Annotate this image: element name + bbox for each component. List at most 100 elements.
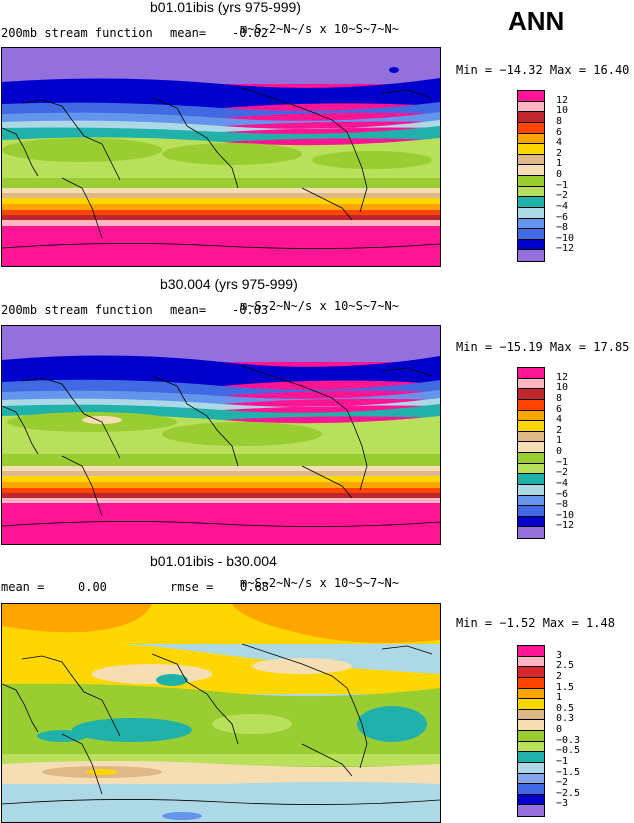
legend-swatch — [518, 516, 544, 528]
panel-3-mean-value: 0.00 — [78, 580, 107, 594]
legend-swatch — [518, 506, 544, 517]
legend-label: 1 — [556, 158, 563, 170]
legend-label: −12 — [556, 243, 575, 255]
legend-label: −8 — [556, 499, 569, 511]
legend-label: −1 — [556, 456, 569, 468]
legend-swatch — [518, 495, 544, 507]
legend-swatch — [518, 165, 544, 176]
legend-label: 0.5 — [556, 702, 575, 714]
legend-swatch — [518, 154, 544, 166]
legend-swatch — [518, 720, 544, 731]
legend-swatch — [518, 91, 544, 102]
legend-label: −2 — [556, 467, 569, 479]
legend-label: 0 — [556, 446, 563, 457]
panel-3-min-max: Min = −1.52 Max = 1.48 — [456, 616, 615, 630]
legend-label: −2.5 — [556, 787, 581, 799]
legend-swatch — [518, 667, 544, 678]
legend-label: 3 — [556, 649, 563, 661]
legend-label: −0.3 — [556, 734, 581, 746]
legend-swatch — [518, 378, 544, 390]
legend-swatch — [518, 207, 544, 219]
legend-label: 2 — [556, 147, 563, 159]
panel-3-rmse-value: 0.68 — [240, 580, 269, 594]
legend-label: −2 — [556, 190, 569, 202]
legend-label: −2 — [556, 777, 569, 789]
legend-label: −8 — [556, 222, 569, 234]
panel-3-title: b01.01ibis - b30.004 — [150, 553, 277, 569]
legend-swatch — [518, 484, 544, 496]
legend-label: −0.5 — [556, 745, 581, 757]
legend-label: 0.3 — [556, 713, 575, 725]
legend-swatch — [518, 368, 544, 379]
panel-3-mean-label: mean = — [1, 580, 45, 594]
legend-swatch — [518, 218, 544, 230]
legend-label: 2.5 — [556, 660, 575, 672]
panel-2-field-label: 200mb stream function — [1, 303, 153, 317]
legend-swatch — [518, 773, 544, 785]
season-label: ANN — [508, 6, 565, 36]
panel-1-title: b01.01ibis (yrs 975-999) — [150, 0, 301, 15]
panel-2-mean-label: mean= — [170, 303, 207, 317]
panel-2-mean-value: -0.03 — [232, 303, 269, 317]
legend-swatch — [518, 229, 544, 240]
legend-swatch — [518, 197, 544, 208]
legend-swatch — [518, 805, 544, 816]
legend-swatch — [518, 250, 544, 261]
legend-swatch — [518, 752, 544, 763]
legend-swatch — [518, 731, 544, 742]
legend-label: 2 — [556, 670, 563, 682]
legend-label: −1 — [556, 179, 569, 191]
legend-label: −6 — [556, 488, 569, 500]
panel-3-legend — [517, 645, 545, 817]
legend-label: 6 — [556, 403, 563, 415]
panel-1-mean-label: mean= — [170, 26, 207, 40]
legend-swatch — [518, 527, 544, 538]
legend-label: −10 — [556, 509, 575, 521]
legend-label: 1.5 — [556, 681, 575, 693]
panel-2-map — [1, 325, 441, 545]
legend-label: 4 — [556, 137, 563, 149]
panel-2-title: b30.004 (yrs 975-999) — [160, 276, 298, 292]
legend-label: 2 — [556, 424, 563, 436]
panel-1-field-label: 200mb stream function — [1, 26, 153, 40]
legend-swatch — [518, 688, 544, 700]
legend-swatch — [518, 431, 544, 443]
legend-swatch — [518, 421, 544, 432]
panel-2-legend — [517, 367, 545, 539]
legend-swatch — [518, 133, 544, 145]
panel-3-contour-field — [2, 604, 440, 822]
legend-label: 1 — [556, 692, 563, 704]
legend-label: 4 — [556, 414, 563, 426]
legend-label: 8 — [556, 392, 563, 404]
legend-label: −3 — [556, 798, 569, 810]
legend-swatch — [518, 784, 544, 795]
legend-swatch — [518, 399, 544, 411]
legend-swatch — [518, 112, 544, 123]
legend-label: 10 — [556, 382, 569, 394]
legend-swatch — [518, 794, 544, 806]
legend-label: 12 — [556, 94, 569, 106]
legend-swatch — [518, 186, 544, 198]
legend-swatch — [518, 463, 544, 475]
legend-swatch — [518, 474, 544, 485]
legend-swatch — [518, 101, 544, 113]
legend-label: −4 — [556, 200, 569, 212]
panel-2-contour-field — [2, 326, 440, 544]
panel-3-map — [1, 603, 441, 823]
panel-3-units: m~S~2~N~/s x 10~S~7~N~ — [240, 576, 399, 590]
legend-label: 1 — [556, 435, 563, 447]
legend-swatch — [518, 144, 544, 155]
legend-swatch — [518, 410, 544, 422]
panel-1-map — [1, 47, 441, 267]
legend-swatch — [518, 709, 544, 721]
legend-swatch — [518, 122, 544, 134]
panel-1-legend — [517, 90, 545, 262]
legend-swatch — [518, 389, 544, 400]
legend-label: 0 — [556, 724, 563, 735]
panel-2-min-max: Min = −15.19 Max = 17.85 — [456, 340, 630, 354]
panel-1-contour-field — [2, 48, 440, 266]
panel-1-units: m~S~2~N~/s x 10~S~7~N~ — [240, 22, 399, 36]
legend-label: 10 — [556, 105, 569, 117]
legend-label: 12 — [556, 371, 569, 383]
legend-swatch — [518, 699, 544, 710]
